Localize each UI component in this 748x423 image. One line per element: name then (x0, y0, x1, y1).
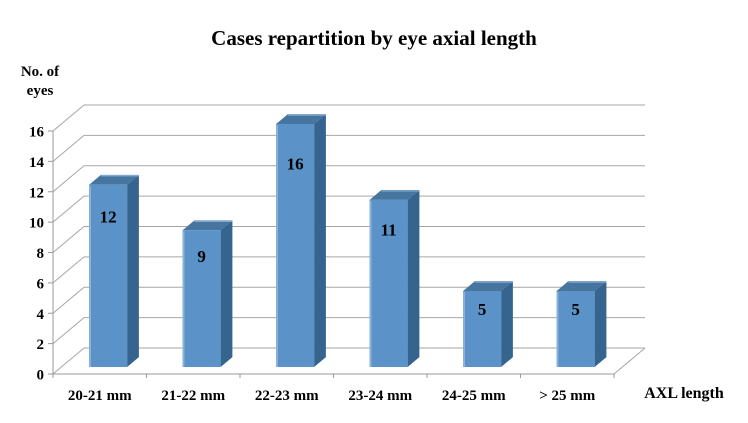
category-label: 20-21 mm (68, 388, 132, 404)
y-tick-label: 14 (29, 155, 45, 171)
category-label: 21-22 mm (161, 388, 225, 404)
y-tick-label: 2 (37, 337, 45, 353)
bar-value-label: 9 (197, 247, 206, 266)
bar-21-22-mm (182, 230, 221, 367)
y-tick-label: 8 (37, 246, 45, 262)
bar-24-25-mm (463, 291, 502, 367)
bar-side-22-23-mm (314, 114, 326, 367)
y-tick-label: 12 (29, 185, 44, 201)
bar-top-25-mm (556, 281, 607, 292)
bar-side-25-mm (594, 281, 607, 367)
bar-value-label: 5 (478, 300, 487, 319)
x-axis-title: AXL length (644, 385, 724, 402)
y-tick-label: 4 (37, 307, 45, 323)
category-label: > 25 mm (539, 388, 596, 404)
bar-value-label: 11 (381, 221, 397, 240)
gridline-sidewall (52, 347, 85, 375)
bar-side-24-25-mm (501, 281, 513, 367)
bar-top-24-25-mm (463, 281, 513, 292)
y-axis-title: No. of eyes (12, 63, 68, 101)
bar-top-23-24-mm (369, 190, 420, 200)
bar-20-21-mm (89, 184, 128, 367)
y-tick-label: 10 (29, 216, 44, 232)
bar-value-label: 16 (287, 155, 304, 174)
bar-25-mm (556, 291, 595, 367)
floor-edge (613, 347, 646, 375)
category-label: 23-24 mm (348, 388, 412, 404)
y-axis-title-line2: eyes (26, 83, 54, 99)
bar-22-23-mm (276, 123, 315, 367)
bar-side-20-21-mm (127, 174, 139, 367)
y-tick-label: 16 (29, 125, 45, 141)
bar-23-24-mm (369, 199, 408, 367)
gridline-sidewall (52, 195, 85, 223)
gridline-sidewall (52, 317, 85, 345)
gridline-sidewall (52, 104, 85, 132)
category-label: 22-23 mm (255, 388, 319, 404)
bar-top-20-21-mm (89, 174, 139, 185)
gridline-sidewall (52, 165, 85, 193)
bar-value-label: 5 (571, 300, 580, 319)
bar-top-21-22-mm (182, 220, 233, 231)
gridline-sidewall (52, 286, 85, 314)
gridline-sidewall (52, 226, 85, 253)
gridline-sidewall (52, 256, 85, 284)
bar-top-22-23-mm (276, 114, 326, 124)
y-tick-label: 6 (37, 276, 45, 292)
y-axis-title-line1: No. of (20, 64, 60, 80)
gridline-sidewall (52, 134, 85, 162)
y-tick-label: 0 (37, 368, 45, 384)
bar-side-23-24-mm (407, 190, 420, 367)
bar-side-21-22-mm (220, 220, 233, 367)
category-label: 24-25 mm (442, 388, 506, 404)
bar-value-label: 12 (100, 207, 117, 226)
chart-title: Cases repartition by eye axial length (211, 26, 537, 50)
